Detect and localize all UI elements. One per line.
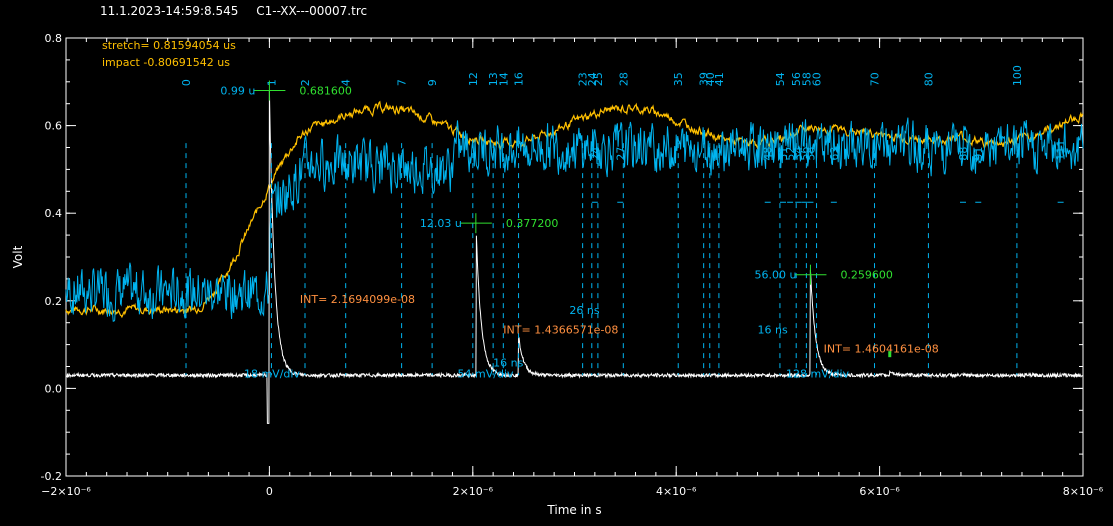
marker-label-mid: 52 [784, 147, 797, 161]
x-tick-label: −2×10⁻⁶ [41, 485, 91, 498]
integral-label: INT= 1.4604161e-08 [824, 342, 939, 355]
peak-time-label: 12.03 u [420, 217, 462, 230]
x-tick-label: 2×10⁻⁶ [453, 485, 494, 498]
peak-time-label: 56.00 u [754, 269, 796, 282]
marker-label: 40 [704, 72, 717, 86]
peak-time-label: 0.99 u [220, 85, 255, 98]
trace-cyan [65, 117, 1084, 322]
marker-label-mid: 63 [828, 147, 841, 161]
marker-label: 23 [577, 72, 590, 86]
width-label: 16 ns [493, 357, 523, 370]
y-tick-label: 0.8 [45, 32, 63, 45]
marker-label: 58 [800, 72, 813, 86]
marker-label: 4 [340, 79, 353, 86]
filename-label: C1--XX---00007.trc [256, 4, 368, 18]
marker-label: 7 [396, 79, 409, 86]
marker-label-mid: 56 [798, 147, 811, 161]
marker-label: 1 [265, 79, 278, 86]
plot-frame [65, 37, 1084, 477]
integral-label: INT= 2.1694099e-08 [300, 293, 415, 306]
marker-label-mid: 58 [804, 147, 817, 161]
marker-label-mid: 48 [762, 147, 775, 161]
scale-label: 54 mV/div [458, 367, 514, 380]
marker-label-mid: 51 [777, 147, 790, 161]
trace-white [65, 90, 1084, 424]
marker-label-mid: 27 [614, 147, 627, 161]
marker-label-mid: 88 [957, 147, 970, 161]
peak-value-label: 0.259600 [840, 269, 893, 282]
legend-entry: impact -0.80691542 us [102, 56, 230, 69]
x-tick-label: 0 [266, 485, 273, 498]
width-label: 26 ns [569, 304, 599, 317]
integral-label: INT= 1.4366571e-08 [503, 324, 618, 337]
timestamp-label: 11.1.2023-14:59:8.545 [100, 4, 239, 18]
marker-label: 56 [790, 72, 803, 86]
x-tick-label: 6×10⁻⁶ [859, 485, 900, 498]
y-tick-label: 0.6 [45, 120, 63, 133]
scale-label: 128 mV/div [786, 367, 849, 380]
marker-label: 2 [299, 79, 312, 86]
y-tick-label: -0.2 [41, 470, 62, 483]
marker-label: 54 [774, 72, 787, 86]
marker-label: 0 [180, 79, 193, 86]
plot-header: 11.1.2023-14:59:8.545 C1--XX---00007.trc [100, 4, 381, 18]
x-axis-title: Time in s [546, 503, 601, 517]
peak-value-label: 0.681600 [299, 85, 352, 98]
scale-label: 18 mV/div [244, 367, 300, 380]
marker-label-mid: 111 [1055, 140, 1068, 161]
marker-label-mid: 91 [972, 147, 985, 161]
marker-label-mid: 54 [792, 147, 805, 161]
marker-label-mid: 24 [589, 147, 602, 161]
y-tick-label: 0.2 [45, 295, 63, 308]
peak-value-label: 0.377200 [506, 217, 559, 230]
marker-label: 24 [586, 72, 599, 86]
marker-label: 80 [922, 72, 935, 86]
marker-label: 100 [1011, 65, 1024, 86]
green-marker [888, 351, 892, 358]
marker-label: 14 [497, 72, 510, 86]
marker-label: 12 [467, 72, 480, 86]
marker-label: 9 [426, 79, 439, 86]
x-tick-label: 4×10⁻⁶ [656, 485, 697, 498]
marker-label: 16 [513, 72, 526, 86]
y-tick-label: 0.4 [45, 207, 63, 220]
marker-label: 28 [617, 72, 630, 86]
marker-label: 13 [487, 72, 500, 86]
marker-label: 41 [713, 72, 726, 86]
y-tick-label: 0.0 [45, 382, 63, 395]
marker-label: 25 [592, 72, 605, 86]
legend-entry: stretch= 0.81594054 us [102, 39, 236, 52]
y-axis-title: Volt [11, 245, 25, 268]
marker-label: 39 [698, 72, 711, 86]
width-label: 16 ns [758, 323, 788, 336]
marker-label: 70 [869, 72, 882, 86]
marker-label: 60 [811, 72, 824, 86]
marker-label: 35 [672, 72, 685, 86]
x-tick-label: 8×10⁻⁶ [1063, 485, 1104, 498]
